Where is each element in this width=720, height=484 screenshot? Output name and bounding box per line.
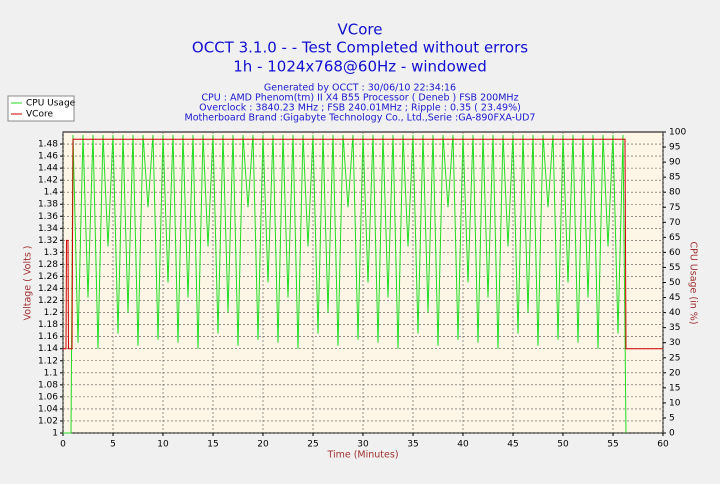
y2-tick-label: 95	[669, 143, 680, 153]
x-tick-label: 30	[357, 440, 369, 450]
y2-tick-label: 100	[669, 128, 686, 138]
y2-tick-label: 60	[669, 248, 681, 258]
y-tick-label: 1.32	[38, 236, 58, 246]
y-tick-label: 1.48	[38, 140, 58, 150]
y-tick-label: 1	[52, 429, 58, 439]
y2-axis-label: CPU Usage (in %)	[688, 241, 699, 324]
annotation: Motherboard Brand :Gigabyte Technology C…	[185, 113, 536, 124]
y2-tick-label: 20	[669, 368, 681, 378]
y-tick-label: 1.18	[38, 320, 58, 330]
annotation: Generated by OCCT : 30/06/10 22:34:16	[264, 83, 456, 94]
y-tick-label: 1.22	[38, 296, 58, 306]
x-tick-label: 55	[607, 440, 618, 450]
x-axis-label: Time (Minutes)	[326, 450, 398, 461]
y-tick-label: 1.34	[38, 224, 58, 234]
x-tick-label: 45	[507, 440, 518, 450]
x-tick-label: 50	[557, 440, 569, 450]
y2-tick-label: 30	[669, 338, 681, 348]
x-tick-label: 15	[207, 440, 218, 450]
annotation: CPU : AMD Phenom(tm) II X4 B55 Processor…	[201, 93, 518, 104]
x-tick-label: 40	[457, 440, 469, 450]
y-tick-label: 1.26	[38, 272, 58, 282]
y-tick-label: 1.1	[44, 368, 58, 378]
series-line	[63, 134, 627, 434]
subtitle: 1h - 1024x768@60Hz - windowed	[233, 58, 487, 76]
y2-tick-label: 50	[669, 278, 681, 288]
y-tick-label: 1.38	[38, 200, 58, 210]
y-tick-label: 1.42	[38, 176, 58, 186]
y2-tick-label: 55	[669, 263, 680, 273]
y2-tick-label: 90	[669, 158, 681, 168]
y-axis-label: Voltage ( Volts )	[23, 246, 34, 321]
x-tick-label: 60	[657, 440, 669, 450]
legend-label: CPU Usage	[26, 99, 76, 109]
plot-area	[62, 131, 664, 434]
y2-tick-label: 45	[669, 293, 680, 303]
y-tick-label: 1.06	[38, 392, 58, 402]
y2-tick-label: 25	[669, 353, 680, 363]
y2-tick-label: 0	[669, 429, 675, 439]
series-line	[63, 138, 663, 350]
legend-box	[7, 95, 75, 122]
y2-tick-label: 75	[669, 203, 680, 213]
y-tick-label: 1.08	[38, 380, 58, 390]
x-tick-label: 10	[157, 440, 169, 450]
y-tick-label: 1.36	[38, 212, 58, 222]
y-tick-label: 1.46	[38, 152, 58, 162]
x-tick-label: 20	[257, 440, 269, 450]
x-tick-label: 25	[307, 440, 318, 450]
y-tick-label: 1.12	[38, 356, 58, 366]
x-tick-label: 5	[110, 440, 116, 450]
y2-tick-label: 85	[669, 173, 680, 183]
y2-tick-label: 15	[669, 383, 680, 393]
y2-tick-label: 10	[669, 398, 681, 408]
y2-tick-label: 40	[669, 308, 681, 318]
y2-tick-label: 5	[669, 413, 675, 423]
y2-tick-label: 35	[669, 323, 680, 333]
y-tick-label: 1.4	[44, 188, 59, 198]
legend-label: VCore	[26, 110, 53, 120]
y-tick-label: 1.28	[38, 260, 58, 270]
y-tick-label: 1.04	[38, 404, 58, 414]
y-tick-label: 1.16	[38, 332, 58, 342]
y2-tick-label: 80	[669, 188, 681, 198]
y-tick-label: 1.3	[44, 248, 58, 258]
y-tick-label: 1.44	[38, 164, 58, 174]
x-tick-label: 0	[60, 440, 66, 450]
y-tick-label: 1.2	[44, 308, 58, 318]
y-tick-label: 1.14	[38, 344, 58, 354]
chart-title: VCore	[338, 21, 383, 39]
y2-tick-label: 65	[669, 233, 680, 243]
annotation: Overclock : 3840.23 MHz ; FSB 240.01MHz …	[199, 103, 521, 114]
x-tick-label: 35	[407, 440, 418, 450]
y2-tick-label: 70	[669, 218, 681, 228]
subtitle: OCCT 3.1.0 - - Test Completed without er…	[192, 39, 528, 57]
y-tick-label: 1.02	[38, 416, 58, 426]
y-tick-label: 1.24	[38, 284, 58, 294]
